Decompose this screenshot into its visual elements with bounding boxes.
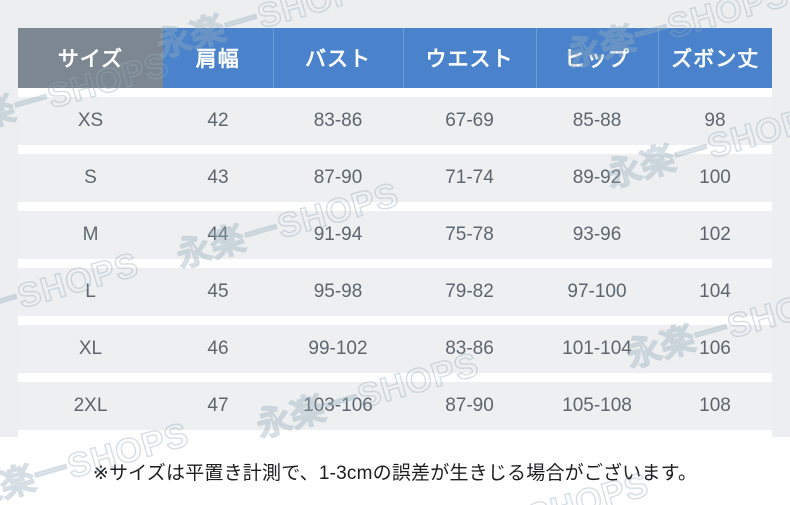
cell-shoulder: 44 (163, 202, 273, 264)
column-header-hip: ヒップ (535, 28, 658, 93)
table-row: XL 46 99-102 83-86 101-104 106 (18, 316, 772, 378)
measurement-note-bar: ※サイズは平置き計測で、1-3cmの誤差が生きじる場合がございます。 (0, 437, 790, 505)
cell-pants: 104 (658, 259, 772, 321)
table-header: サイズ 肩幅 バスト ウエスト ヒップ ズボン丈 (18, 28, 772, 93)
cell-bust: 95-98 (273, 259, 403, 321)
cell-waist: 71-74 (403, 145, 536, 207)
table-row: L 45 95-98 79-82 97-100 104 (18, 259, 772, 321)
cell-size: S (18, 145, 163, 207)
cell-waist: 75-78 (403, 202, 536, 264)
size-chart-table: サイズ 肩幅 バスト ウエスト ヒップ ズボン丈 XS 42 83-86 67-… (18, 28, 772, 439)
table-row: S 43 87-90 71-74 89-92 100 (18, 145, 772, 207)
cell-shoulder: 42 (163, 88, 273, 150)
cell-pants: 102 (658, 202, 772, 264)
cell-hip: 85-88 (536, 88, 658, 150)
cell-hip: 89-92 (536, 145, 658, 207)
cell-pants: 108 (658, 373, 772, 439)
cell-shoulder: 46 (163, 316, 273, 378)
cell-bust: 91-94 (273, 202, 403, 264)
table-header-row: サイズ 肩幅 バスト ウエスト ヒップ ズボン丈 (18, 28, 772, 93)
table-row: XS 42 83-86 67-69 85-88 98 (18, 88, 772, 150)
cell-waist: 67-69 (403, 88, 536, 150)
cell-size: L (18, 259, 163, 321)
cell-size: XL (18, 316, 163, 378)
column-header-size: サイズ (18, 28, 163, 93)
cell-size: XS (18, 88, 163, 150)
cell-pants: 100 (658, 145, 772, 207)
cell-bust: 99-102 (273, 316, 403, 378)
cell-hip: 97-100 (536, 259, 658, 321)
table-row: M 44 91-94 75-78 93-96 102 (18, 202, 772, 264)
cell-shoulder: 45 (163, 259, 273, 321)
cell-hip: 105-108 (536, 373, 658, 439)
cell-bust: 103-106 (273, 373, 403, 439)
cell-waist: 79-82 (403, 259, 536, 321)
cell-waist: 87-90 (403, 373, 536, 439)
column-header-waist: ウエスト (402, 28, 536, 93)
measurement-note: ※サイズは平置き計測で、1-3cmの誤差が生きじる場合がございます。 (92, 462, 698, 484)
cell-pants: 98 (658, 88, 772, 150)
cell-hip: 93-96 (536, 202, 658, 264)
cell-shoulder: 47 (163, 373, 273, 439)
column-header-shoulder: 肩幅 (163, 28, 273, 93)
cell-waist: 83-86 (403, 316, 536, 378)
cell-size: 2XL (18, 373, 163, 439)
column-header-bust: バスト (272, 28, 403, 93)
table-body: XS 42 83-86 67-69 85-88 98 S 43 87-90 71… (18, 88, 772, 439)
table-row: 2XL 47 103-106 87-90 105-108 108 (18, 373, 772, 439)
cell-size: M (18, 202, 163, 264)
cell-bust: 87-90 (273, 145, 403, 207)
cell-bust: 83-86 (273, 88, 403, 150)
cell-pants: 106 (658, 316, 772, 378)
cell-shoulder: 43 (163, 145, 273, 207)
cell-hip: 101-104 (536, 316, 658, 378)
column-header-pants: ズボン丈 (657, 28, 772, 93)
